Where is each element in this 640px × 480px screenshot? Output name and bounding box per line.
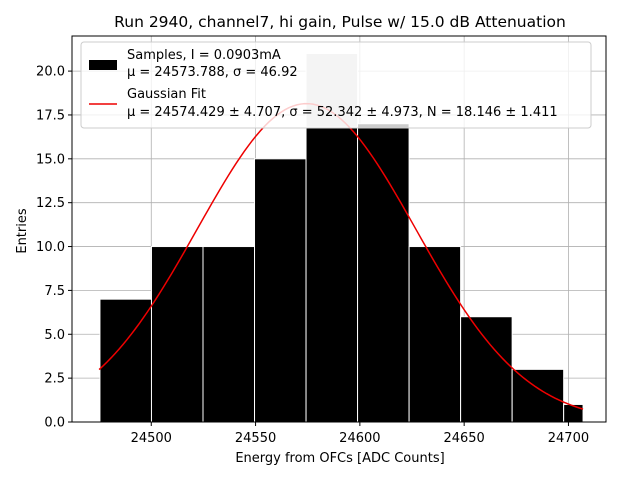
- histogram-bar-fill: [254, 158, 307, 423]
- histogram-bar: [254, 158, 307, 423]
- histogram-bar-fill: [408, 246, 462, 423]
- histogram-bar: [202, 246, 256, 423]
- y-tick-label: 17.5: [36, 108, 65, 123]
- plot-frame: [71, 35, 607, 423]
- legend: Samples, I = 0.0903mA μ = 24573.788, σ =…: [80, 41, 592, 129]
- histogram-bar: [408, 246, 462, 423]
- histogram-bar: [511, 368, 565, 423]
- histogram-bar-fill: [150, 246, 204, 423]
- histogram-bar-fill: [511, 368, 565, 423]
- y-tick-label: 2.5: [44, 372, 65, 387]
- y-tick-label: 10.0: [36, 240, 65, 255]
- histogram-bar: [357, 123, 410, 423]
- histogram-bar-fill: [305, 126, 359, 423]
- y-tick-label: 7.5: [44, 284, 65, 299]
- chart-title: Run 2940, channel7, hi gain, Pulse w/ 15…: [114, 13, 566, 31]
- y-axis-ticks: 0.0 2.5 5.0 7.5 10.0 12.5 15.0 17.5 20.0: [36, 65, 72, 431]
- x-axis-label: Energy from OFCs [ADC Counts]: [235, 451, 444, 466]
- legend-box: [80, 41, 592, 129]
- histogram-bar-fill: [460, 316, 513, 423]
- histogram-bar-fill: [357, 123, 410, 423]
- histogram-bar: [563, 403, 584, 423]
- histogram-bar: [150, 246, 204, 423]
- histogram-bar: [460, 316, 513, 423]
- x-tick-label: 24600: [339, 431, 380, 446]
- legend-samples-swatch: [89, 60, 117, 70]
- x-tick-label: 24650: [443, 431, 484, 446]
- x-axis-ticks: 24500 24550 24600 24650 24700: [131, 422, 589, 446]
- histogram-bar-fill: [202, 246, 256, 423]
- x-tick-label: 24500: [131, 431, 172, 446]
- x-tick-label: 24700: [548, 431, 589, 446]
- legend-fit-stats: μ = 24574.429 ± 4.707, σ = 52.342 ± 4.97…: [127, 105, 558, 120]
- y-axis-label: Entries: [15, 208, 30, 254]
- y-tick-label: 5.0: [44, 328, 65, 343]
- y-tick-label: 20.0: [36, 65, 65, 80]
- x-tick-label: 24550: [235, 431, 276, 446]
- legend-fit-label: Gaussian Fit: [127, 87, 206, 102]
- legend-samples-stats: μ = 24573.788, σ = 46.92: [127, 65, 298, 80]
- legend-samples-label: Samples, I = 0.0903mA: [127, 48, 281, 63]
- y-tick-label: 0.0: [44, 416, 65, 431]
- y-tick-label: 12.5: [36, 196, 65, 211]
- histogram-bar-fill: [563, 403, 584, 423]
- y-tick-label: 15.0: [36, 152, 65, 167]
